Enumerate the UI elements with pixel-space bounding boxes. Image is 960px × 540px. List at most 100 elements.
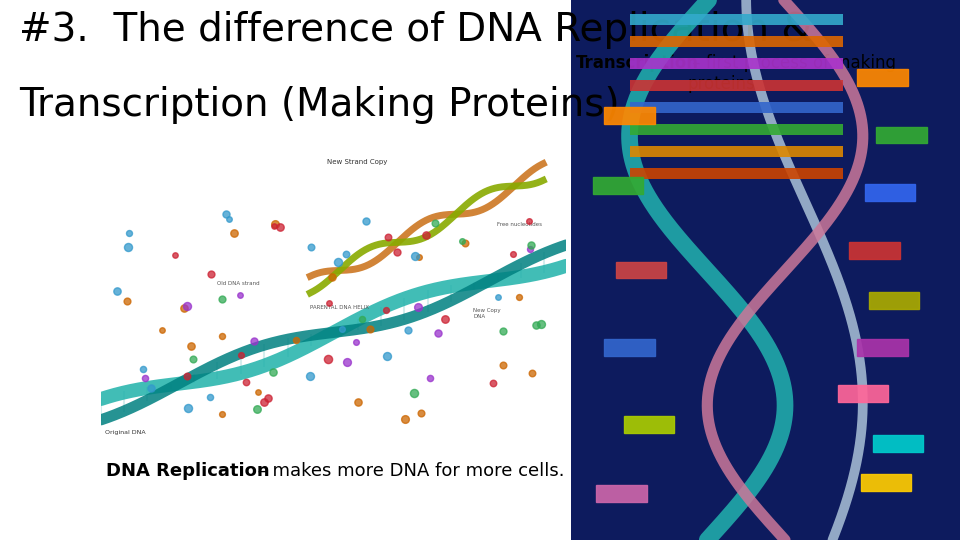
Point — [250, 388, 265, 396]
Point — [511, 293, 526, 301]
Point — [122, 228, 137, 237]
Text: DNA Replication: DNA Replication — [106, 462, 269, 480]
Point — [380, 352, 396, 361]
Point — [348, 338, 364, 346]
Bar — [630, 124, 843, 135]
Point — [458, 238, 473, 247]
Bar — [630, 146, 843, 157]
Point — [180, 372, 195, 381]
Bar — [630, 168, 843, 179]
Point — [203, 393, 218, 401]
Point — [121, 242, 136, 251]
Bar — [869, 292, 919, 309]
Point — [340, 358, 355, 367]
Point — [331, 257, 347, 266]
Point — [324, 273, 340, 281]
Point — [495, 361, 511, 369]
Point — [380, 233, 396, 241]
Point — [522, 244, 538, 253]
Bar — [592, 177, 643, 194]
Point — [533, 320, 548, 328]
Text: #3.  The difference of DNA Replication &: #3. The difference of DNA Replication & — [19, 11, 812, 49]
Bar — [861, 474, 911, 491]
Point — [358, 217, 373, 225]
Point — [137, 374, 153, 383]
Point — [431, 329, 446, 338]
Point — [222, 214, 237, 223]
Point — [528, 320, 543, 329]
Point — [422, 374, 438, 383]
Text: – first process of making
proteins.: – first process of making proteins. — [687, 54, 897, 93]
Bar — [624, 416, 674, 433]
Point — [119, 297, 134, 306]
Point — [233, 350, 249, 359]
Point — [273, 222, 288, 231]
Point — [524, 369, 540, 378]
Point — [363, 325, 378, 333]
Point — [418, 231, 433, 239]
Point — [495, 327, 511, 336]
Text: – makes more DNA for more cells.: – makes more DNA for more cells. — [252, 462, 565, 480]
Text: Free nucleotides: Free nucleotides — [496, 222, 541, 227]
Bar — [630, 14, 843, 25]
Point — [231, 290, 247, 299]
Point — [491, 293, 506, 302]
Point — [438, 315, 453, 323]
Point — [427, 219, 443, 228]
Point — [219, 210, 234, 219]
Point — [338, 249, 353, 258]
Point — [400, 326, 416, 335]
Point — [247, 337, 262, 346]
Point — [204, 269, 219, 278]
Point — [411, 302, 426, 311]
Bar — [616, 261, 666, 279]
Point — [378, 306, 394, 315]
Point — [302, 372, 318, 381]
Point — [321, 299, 336, 307]
Text: New Copy
DNA: New Copy DNA — [473, 308, 501, 319]
Point — [260, 394, 276, 402]
Text: Original DNA: Original DNA — [106, 430, 146, 435]
Point — [521, 217, 537, 226]
Point — [183, 341, 199, 350]
Bar — [857, 69, 907, 86]
Point — [185, 354, 201, 363]
Point — [256, 397, 272, 406]
Text: Old DNA strand: Old DNA strand — [217, 280, 260, 286]
Point — [214, 295, 229, 303]
Point — [167, 251, 182, 259]
Bar — [850, 242, 900, 259]
Point — [267, 222, 282, 231]
Point — [180, 302, 195, 310]
Bar — [604, 107, 655, 124]
Point — [350, 398, 366, 407]
Point — [155, 326, 170, 335]
Point — [523, 241, 539, 249]
Point — [214, 409, 229, 418]
Text: Transcription: Transcription — [576, 54, 699, 72]
Text: PARENTAL DNA HELIX: PARENTAL DNA HELIX — [310, 306, 370, 310]
Bar — [630, 36, 843, 47]
Point — [412, 253, 427, 262]
Bar — [876, 126, 927, 144]
Point — [303, 242, 319, 251]
Bar — [630, 102, 843, 113]
Point — [320, 355, 335, 363]
Point — [143, 384, 158, 393]
Point — [227, 228, 242, 237]
Point — [109, 287, 125, 295]
Bar — [857, 339, 907, 356]
Point — [180, 404, 196, 413]
Point — [249, 404, 264, 413]
Text: New Strand Copy: New Strand Copy — [326, 159, 387, 165]
Point — [407, 389, 422, 397]
Bar — [604, 339, 655, 356]
Point — [268, 220, 283, 228]
Point — [485, 379, 500, 387]
Point — [354, 315, 370, 323]
Point — [413, 409, 428, 418]
Point — [454, 237, 469, 246]
Bar — [630, 58, 843, 69]
Text: Transcription (Making Proteins): Transcription (Making Proteins) — [19, 86, 620, 124]
Point — [408, 252, 423, 260]
